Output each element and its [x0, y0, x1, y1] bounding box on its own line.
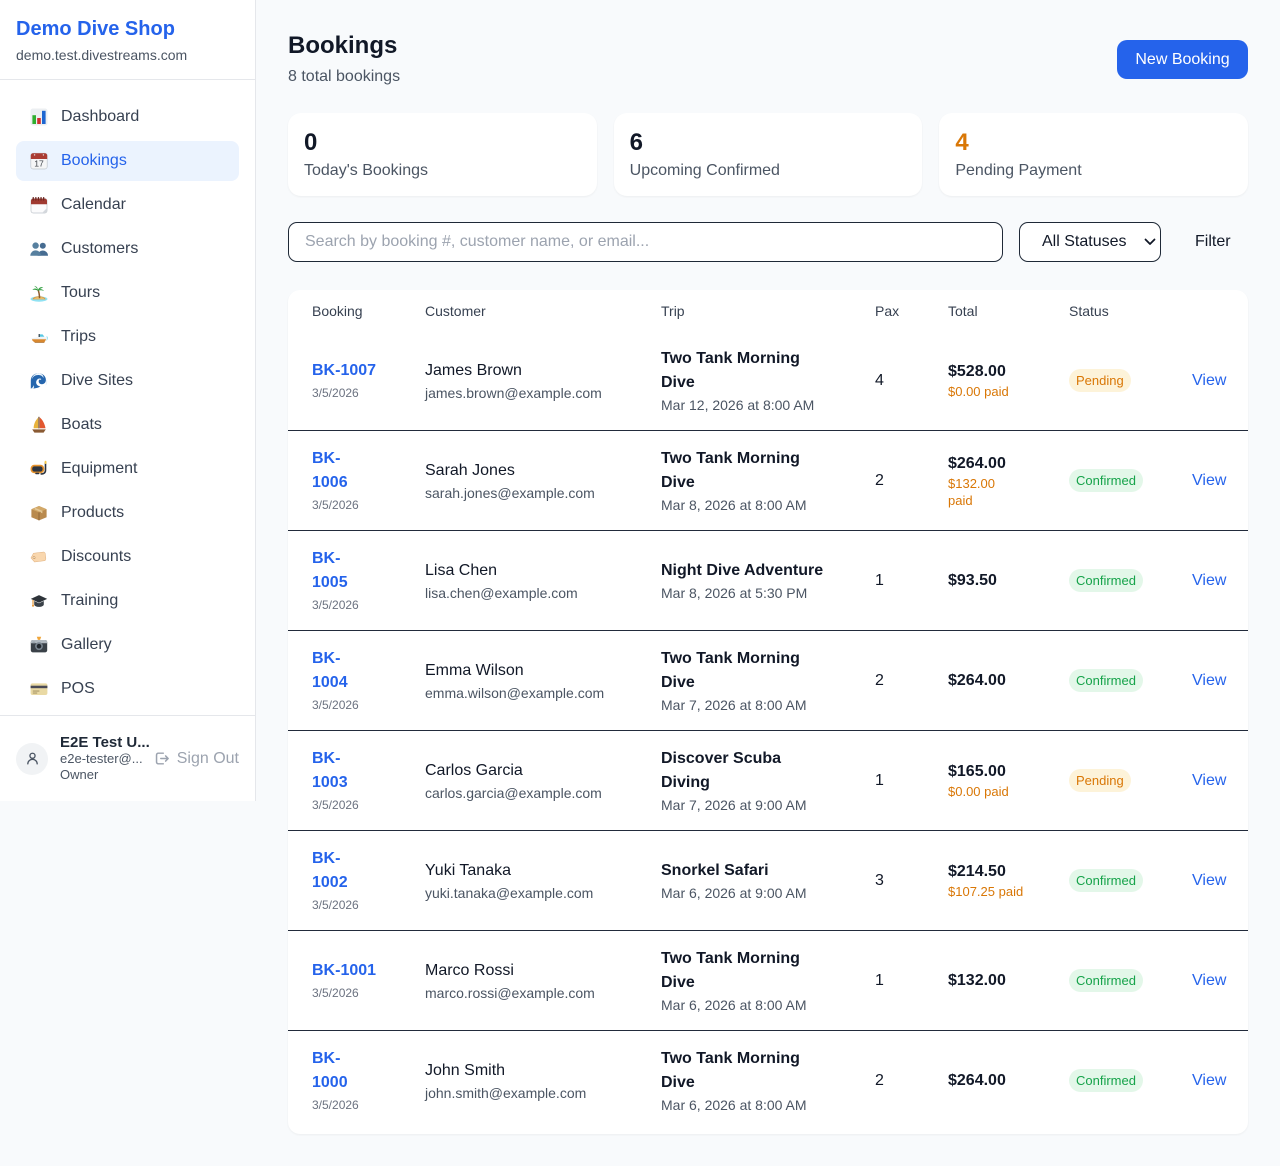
- svg-text:17: 17: [34, 159, 44, 169]
